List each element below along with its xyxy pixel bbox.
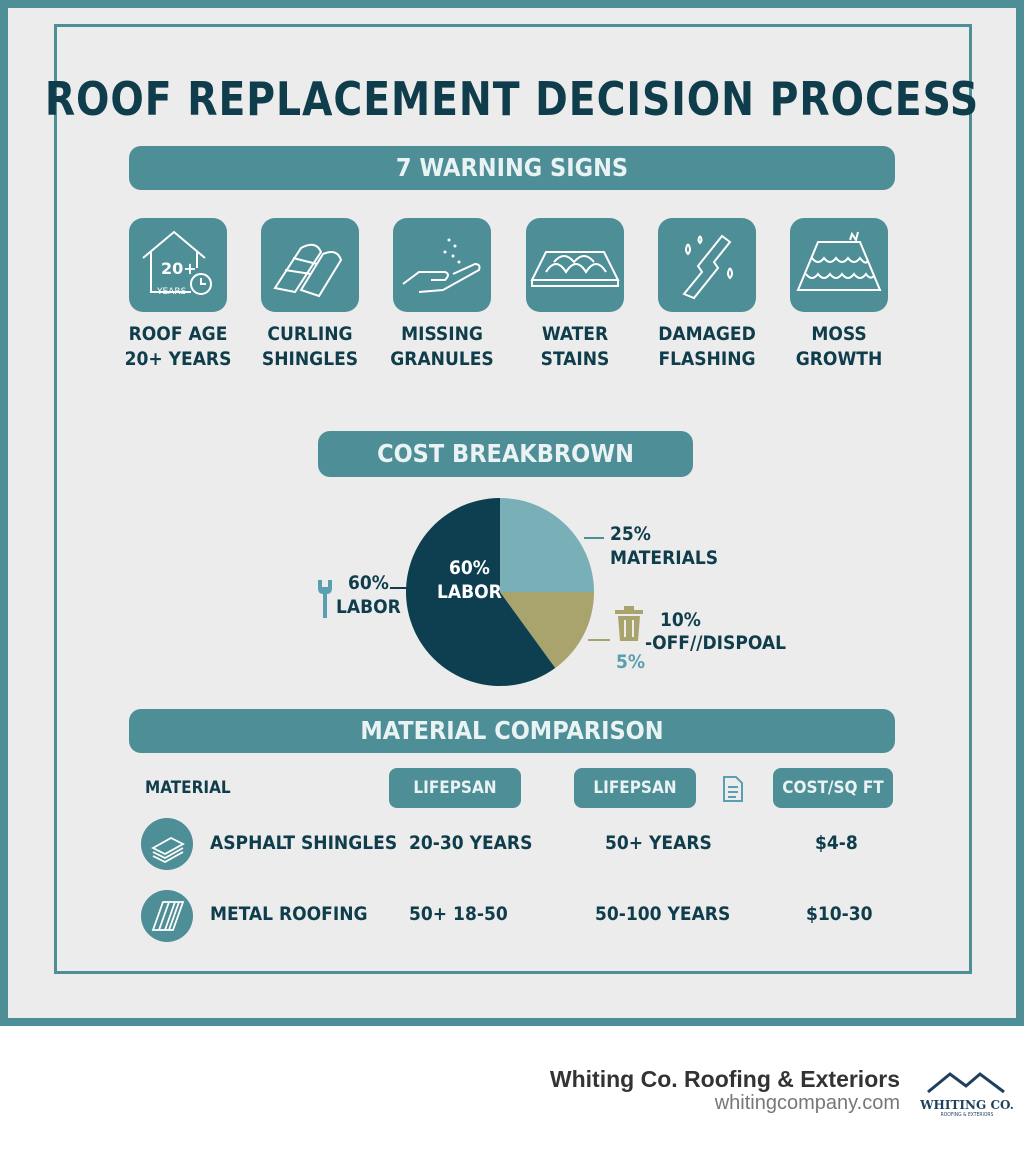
column-header-cost: COST/SQ FT	[773, 768, 893, 808]
sign-label-water: WATER STAINS	[540, 323, 610, 370]
disposal-label: -OFF//DISPOAL	[645, 632, 786, 654]
cost-breakdown-header: COST BREAKBROWN	[318, 431, 693, 477]
hand-granules-icon	[393, 218, 491, 312]
pie-leader-lines	[390, 537, 610, 641]
trash-icon	[615, 606, 643, 641]
material-name: ASPHALT SHINGLES	[210, 832, 398, 854]
metal-panel-icon	[141, 890, 193, 942]
cost-pie-chart	[405, 498, 594, 686]
cost-value: $4-8	[815, 832, 858, 854]
water-stains-icon	[526, 218, 624, 312]
labor-outer-label: 60% LABOR	[336, 572, 401, 618]
damaged-flashing-icon	[658, 218, 756, 312]
material-name: METAL ROOFING	[210, 903, 368, 925]
sign-label-flashing: DAMAGED FLASHING	[658, 323, 756, 370]
svg-text:YEARS: YEARS	[156, 287, 187, 297]
disposal-pct-label: 10%	[660, 609, 701, 631]
labor-inner-label: 60% LABOR	[437, 557, 502, 603]
curling-shingles-icon	[261, 218, 359, 312]
lifespan-1-value: 50+ 18-50	[409, 903, 508, 925]
sign-label-moss: MOSS GROWTH	[795, 323, 883, 370]
inner-border	[54, 24, 972, 974]
pie-slice-labor	[405, 498, 556, 686]
lifespan-2-value: 50+ YEARS	[605, 832, 712, 854]
extra-pct-label: 5%	[616, 651, 646, 673]
company-url[interactable]: whitingcompany.com	[714, 1092, 900, 1114]
cost-value: $10-30	[806, 903, 873, 925]
warning-signs-header: 7 WARNING SIGNS	[129, 146, 895, 190]
column-header-material: MATERIAL	[145, 778, 231, 798]
page-title: ROOF REPLACEMENT DECISION PROCESS	[44, 72, 980, 126]
pie-slice-off-dispoal	[500, 592, 594, 669]
wrench-icon	[318, 580, 332, 618]
pie-slice-materials	[500, 498, 594, 592]
company-name: Whiting Co. Roofing & Exteriors	[549, 1066, 900, 1092]
column-header-lifespan-2: LIFEPSAN	[574, 768, 696, 808]
shingles-stack-icon	[141, 818, 193, 870]
sign-label-granules: MISSING GRANULES	[390, 323, 494, 370]
column-header-lifespan-1: LIFEPSAN	[389, 768, 521, 808]
document-icon	[723, 776, 743, 802]
svg-text:20+: 20+	[161, 259, 197, 278]
moss-roof-icon	[790, 218, 888, 312]
lifespan-1-value: 20-30 YEARS	[409, 832, 533, 854]
company-logo: WHITING CO. ROOFING & EXTERIORS	[920, 1070, 1020, 1120]
house-clock-icon: 20+ YEARS	[129, 218, 227, 312]
sign-label-roof-age: ROOF AGE 20+ YEARS	[124, 323, 232, 370]
materials-label: 25% MATERIALS	[610, 523, 719, 569]
sign-label-curling: CURLING SHINGLES	[261, 323, 359, 370]
material-comparison-header: MATERIAL COMPARISON	[129, 709, 895, 753]
lifespan-2-value: 50-100 YEARS	[595, 903, 731, 925]
